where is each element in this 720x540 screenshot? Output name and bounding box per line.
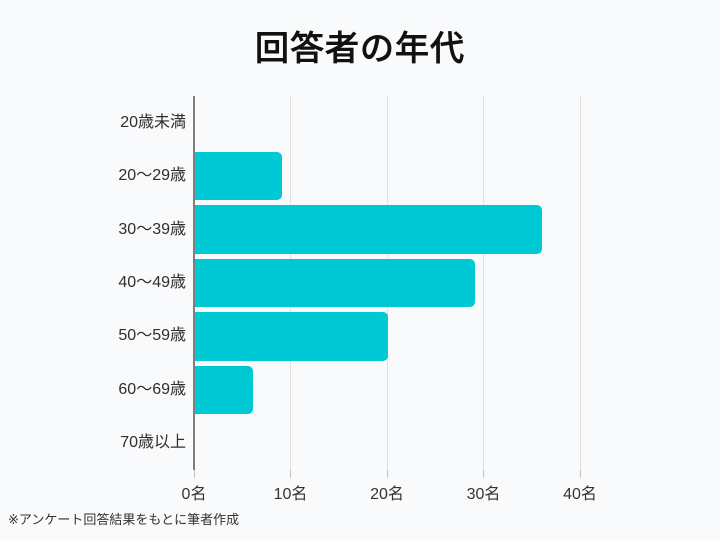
bar-50～59歳 — [195, 312, 388, 361]
y-axis-category-label: 20～29歳 — [118, 167, 186, 185]
x-axis-tick-label: 40名 — [563, 486, 597, 503]
y-axis-category-label: 70歳以上 — [120, 434, 186, 452]
bar-60～69歳 — [195, 365, 253, 415]
x-axis-tick — [290, 470, 291, 478]
x-axis-tick — [193, 470, 195, 478]
y-axis-category-label: 50～59歳 — [118, 327, 186, 345]
x-axis-tick — [579, 470, 581, 478]
vertical-gridline — [483, 96, 484, 470]
y-axis-category-label: 40～49歳 — [118, 274, 186, 291]
bar-40～49歳 — [195, 258, 475, 308]
y-axis-category-label: 30～39歳 — [118, 220, 186, 238]
y-axis-line — [193, 96, 195, 470]
chart-title: 回答者の年代 — [255, 30, 465, 68]
y-axis-category-label: 60～69歳 — [118, 380, 186, 398]
vertical-gridline — [579, 96, 581, 470]
bar-30～39歳 — [195, 205, 543, 254]
bar-20～29歳 — [195, 151, 282, 201]
x-axis-tick — [386, 470, 388, 478]
x-axis-tick-label: 30名 — [466, 486, 501, 503]
x-axis-tick — [483, 470, 484, 478]
x-axis-tick-label: 20名 — [370, 486, 404, 503]
source-note: ※アンケート回答結果をもとに筆者作成 — [8, 512, 240, 527]
x-axis-tick-label: 0名 — [181, 486, 207, 503]
y-axis-category-label: 20歳未満 — [120, 113, 186, 131]
x-axis-tick-label: 10名 — [273, 486, 308, 503]
